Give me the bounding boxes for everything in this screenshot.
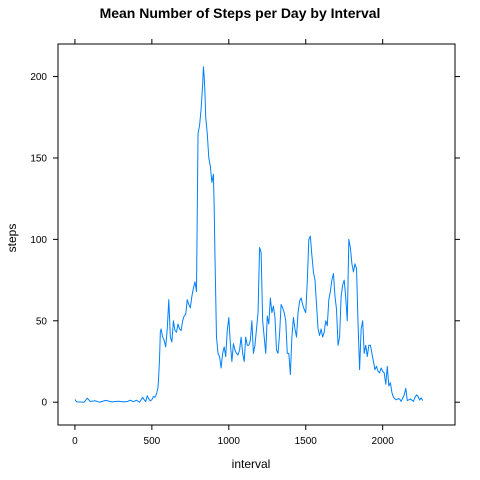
y-tick-label: 50 <box>36 316 48 327</box>
x-axis-label: interval <box>232 457 271 471</box>
y-tick-label: 100 <box>30 235 47 246</box>
y-tick-label: 200 <box>30 72 47 83</box>
x-tick-label: 2000 <box>372 436 395 447</box>
x-tick-label: 1000 <box>218 436 241 447</box>
axis-tick-labels: 0 500 1000 1500 2000 0 50 100 150 200 <box>30 72 394 447</box>
y-tick-label: 150 <box>30 153 47 164</box>
plot-frame <box>57 43 456 426</box>
y-axis-label: steps <box>5 224 19 253</box>
y-tick-label: 0 <box>41 398 47 409</box>
series-line-steps <box>74 66 424 403</box>
chart-title: Mean Number of Steps per Day by Interval <box>100 5 381 21</box>
data-series <box>74 66 424 403</box>
x-tick-label: 500 <box>144 436 161 447</box>
x-tick-label: 0 <box>72 436 78 447</box>
axis-ticks <box>53 39 460 430</box>
x-tick-label: 1500 <box>295 436 318 447</box>
